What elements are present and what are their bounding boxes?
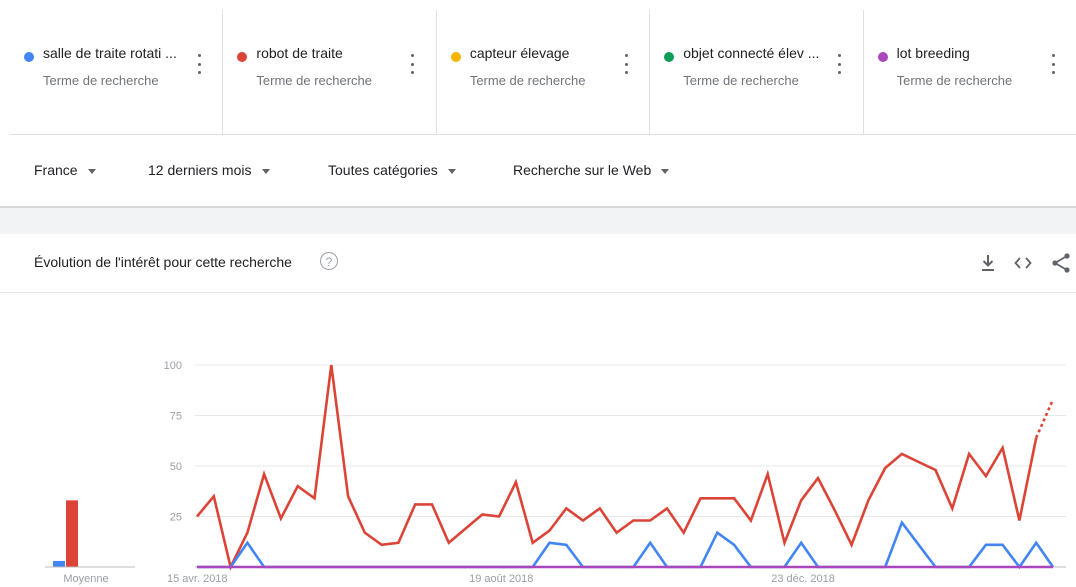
term-type: Terme de recherche xyxy=(256,73,373,88)
search-terms-bar: salle de traite rotati ... Terme de rech… xyxy=(10,10,1076,135)
average-label: Moyenne xyxy=(63,573,108,585)
region-dropdown[interactable]: France xyxy=(34,162,96,178)
x-axis-labels: 15 avr. 2018 19 août 2018 23 déc. 2018 xyxy=(167,573,835,585)
average-bar xyxy=(53,560,65,567)
period-dropdown[interactable]: 12 derniers mois xyxy=(148,162,270,178)
embed-icon[interactable] xyxy=(1012,252,1034,274)
category-dropdown[interactable]: Toutes catégories xyxy=(328,162,456,178)
series-lines xyxy=(196,364,1055,571)
filter-bar: France 12 derniers mois Toutes catégorie… xyxy=(0,134,1076,208)
term-card-5[interactable]: lot breeding Terme de recherche xyxy=(864,10,1076,134)
x-tick-label: 15 avr. 2018 xyxy=(167,573,228,585)
average-bars xyxy=(45,500,135,568)
interest-over-time-chart: Moyenne 25 50 75 100 15 avr. 2018 19 août 20… xyxy=(45,360,1066,585)
more-vert-icon[interactable] xyxy=(196,54,202,74)
chart-card-header: Évolution de l'intérêt pour cette recher… xyxy=(0,234,1076,293)
term-color-dot xyxy=(450,52,461,62)
term-card-3[interactable]: capteur élevage Terme de recherche xyxy=(437,10,651,134)
chart-card-title: Évolution de l'intérêt pour cette recher… xyxy=(34,254,292,270)
term-card-1[interactable]: salle de traite rotati ... Terme de rech… xyxy=(10,10,224,134)
search-type-dropdown[interactable]: Recherche sur le Web xyxy=(513,162,670,178)
average-bar xyxy=(66,500,78,567)
region-value: France xyxy=(34,162,78,178)
help-icon[interactable]: ? xyxy=(320,252,338,270)
dropdown-caret-icon xyxy=(447,168,456,174)
term-color-dot xyxy=(237,52,248,62)
x-tick-label: 23 déc. 2018 xyxy=(771,573,835,585)
term-name: capteur élevage xyxy=(469,45,570,61)
section-separator xyxy=(0,208,1076,234)
term-card-2[interactable]: robot de traite Terme de recherche xyxy=(223,10,437,134)
term-type: Terme de recherche xyxy=(43,73,159,88)
term-name: robot de traite xyxy=(256,45,343,61)
y-tick-label: 75 xyxy=(170,411,182,423)
term-color-dot xyxy=(664,52,675,62)
term-name: objet connecté élev ... xyxy=(683,45,820,61)
dropdown-caret-icon xyxy=(661,168,670,174)
more-vert-icon[interactable] xyxy=(1050,54,1056,74)
more-vert-icon[interactable] xyxy=(410,54,416,74)
term-type: Terme de recherche xyxy=(683,73,799,88)
term-color-dot xyxy=(877,52,888,62)
dropdown-caret-icon xyxy=(261,168,270,174)
y-gridlines: 25 50 75 100 xyxy=(164,360,1066,568)
period-value: 12 derniers mois xyxy=(148,162,252,178)
series-partial-segment xyxy=(1035,398,1055,439)
term-name: salle de traite rotati ... xyxy=(43,45,177,61)
category-value: Toutes catégories xyxy=(328,162,438,178)
term-name: lot breeding xyxy=(896,45,970,61)
term-type: Terme de recherche xyxy=(469,73,586,88)
dropdown-caret-icon xyxy=(87,168,96,174)
more-vert-icon[interactable] xyxy=(623,54,629,74)
y-tick-label: 25 xyxy=(170,512,182,524)
search-type-value: Recherche sur le Web xyxy=(513,162,652,178)
term-color-dot xyxy=(24,52,34,62)
series-line xyxy=(196,364,1038,571)
y-tick-label: 50 xyxy=(170,461,182,473)
term-type: Terme de recherche xyxy=(896,73,1013,88)
more-vert-icon[interactable] xyxy=(837,54,843,74)
term-card-4[interactable]: objet connecté élev ... Terme de recherc… xyxy=(650,10,864,134)
share-icon[interactable] xyxy=(1050,252,1072,274)
y-tick-label: 100 xyxy=(164,360,182,372)
series-line xyxy=(197,519,1055,570)
x-tick-label: 19 août 2018 xyxy=(469,573,533,585)
download-icon[interactable] xyxy=(977,252,999,274)
